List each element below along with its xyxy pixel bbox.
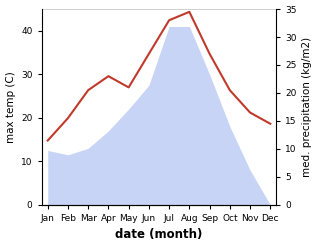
Y-axis label: med. precipitation (kg/m2): med. precipitation (kg/m2): [302, 37, 313, 177]
Y-axis label: max temp (C): max temp (C): [5, 71, 16, 143]
X-axis label: date (month): date (month): [115, 228, 203, 242]
